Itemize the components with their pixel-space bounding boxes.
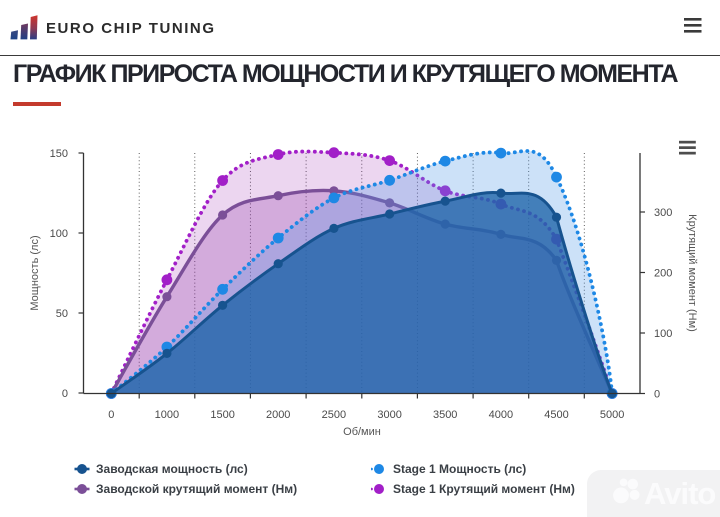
- svg-text:0: 0: [108, 409, 114, 421]
- svg-text:Мощность (лс): Мощность (лс): [29, 235, 41, 310]
- svg-text:Об/мин: Об/мин: [343, 426, 381, 438]
- svg-text:5000: 5000: [600, 409, 624, 421]
- svg-text:Avito: Avito: [644, 476, 715, 511]
- svg-text:Крутящий момент (Нм): Крутящий момент (Нм): [686, 214, 698, 332]
- svg-text:100: 100: [654, 328, 672, 340]
- svg-text:2000: 2000: [266, 409, 290, 421]
- svg-text:1000: 1000: [155, 409, 179, 421]
- svg-text:0: 0: [62, 388, 68, 400]
- svg-text:4000: 4000: [489, 409, 513, 421]
- svg-text:100: 100: [50, 228, 68, 240]
- svg-text:200: 200: [654, 268, 672, 280]
- svg-text:1500: 1500: [210, 409, 234, 421]
- svg-text:4500: 4500: [544, 409, 568, 421]
- svg-text:300: 300: [654, 207, 672, 219]
- svg-text:50: 50: [56, 308, 68, 320]
- svg-text:0: 0: [654, 389, 660, 401]
- svg-text:3500: 3500: [433, 409, 457, 421]
- svg-text:3000: 3000: [377, 409, 401, 421]
- svg-text:2500: 2500: [322, 409, 346, 421]
- svg-text:150: 150: [50, 148, 68, 160]
